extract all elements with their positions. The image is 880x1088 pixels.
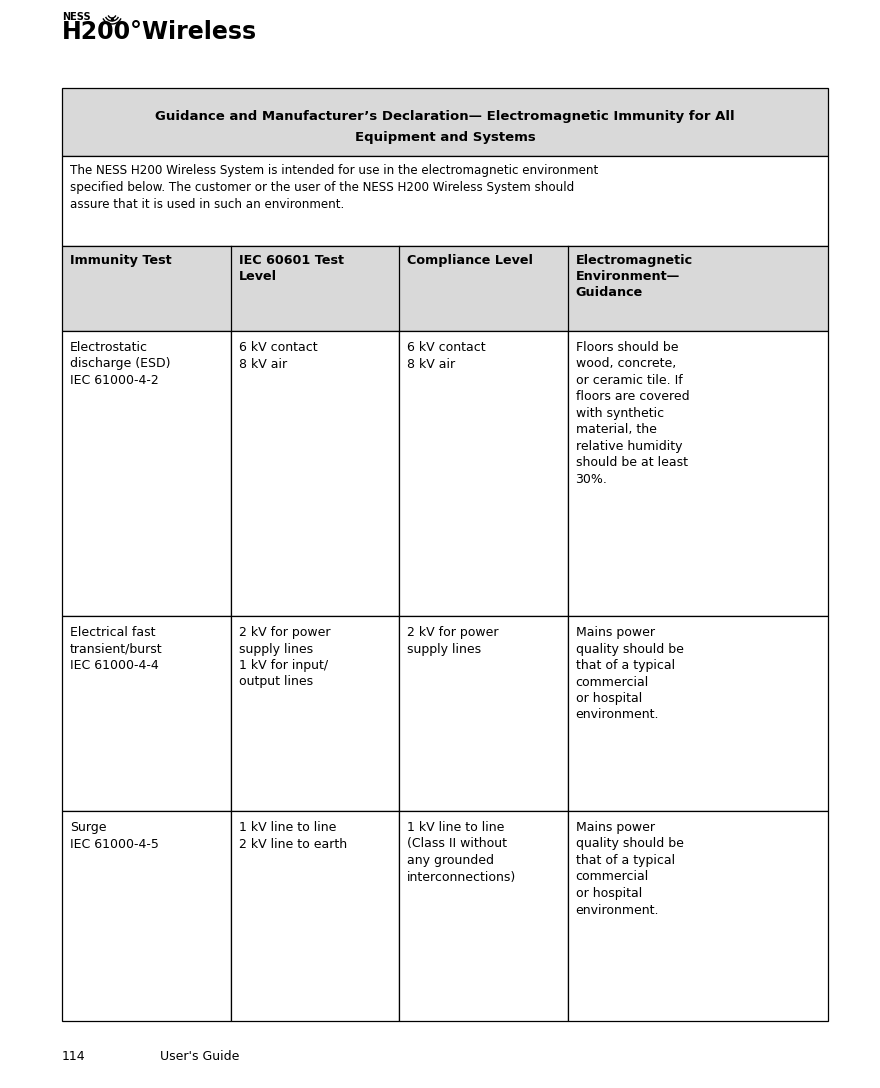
Text: 2 kV for power
supply lines: 2 kV for power supply lines — [407, 626, 499, 655]
Text: 6 kV contact
8 kV air: 6 kV contact 8 kV air — [238, 341, 317, 371]
Bar — [231, 811, 399, 1021]
Text: Electrical fast
transient/burst
IEC 61000-4-4: Electrical fast transient/burst IEC 6100… — [70, 626, 163, 672]
Text: 6 kV contact
8 kV air: 6 kV contact 8 kV air — [407, 341, 486, 371]
Text: IEC 60601 Test
Level: IEC 60601 Test Level — [238, 254, 343, 283]
Text: H200°Wireless: H200°Wireless — [62, 20, 257, 44]
Text: Electromagnetic
Environment—
Guidance: Electromagnetic Environment— Guidance — [576, 254, 693, 299]
Bar — [62, 331, 231, 616]
Bar — [62, 616, 231, 811]
Bar — [231, 331, 399, 616]
Text: 2 kV for power
supply lines
1 kV for input/
output lines: 2 kV for power supply lines 1 kV for inp… — [238, 626, 330, 689]
Text: 1 kV line to line
(Class II without
any grounded
interconnections): 1 kV line to line (Class II without any … — [407, 821, 517, 883]
Bar — [62, 246, 828, 331]
Text: Floors should be
wood, concrete,
or ceramic tile. If
floors are covered
with syn: Floors should be wood, concrete, or cera… — [576, 341, 689, 486]
Bar — [399, 331, 568, 616]
Text: Immunity Test: Immunity Test — [70, 254, 172, 267]
Bar — [399, 811, 568, 1021]
Text: 1 kV line to line
2 kV line to earth: 1 kV line to line 2 kV line to earth — [238, 821, 347, 851]
Text: Compliance Level: Compliance Level — [407, 254, 533, 267]
Text: NESS: NESS — [62, 12, 91, 22]
Text: User's Guide: User's Guide — [160, 1050, 239, 1063]
Text: Surge
IEC 61000-4-5: Surge IEC 61000-4-5 — [70, 821, 159, 851]
Bar — [231, 616, 399, 811]
Text: Electrostatic
discharge (ESD)
IEC 61000-4-2: Electrostatic discharge (ESD) IEC 61000-… — [70, 341, 171, 387]
Bar — [62, 88, 828, 156]
Bar — [568, 616, 828, 811]
Bar — [62, 811, 231, 1021]
Bar — [568, 331, 828, 616]
Text: Equipment and Systems: Equipment and Systems — [355, 131, 535, 144]
Text: 114: 114 — [62, 1050, 85, 1063]
Text: Mains power
quality should be
that of a typical
commercial
or hospital
environme: Mains power quality should be that of a … — [576, 626, 684, 721]
Text: Guidance and Manufacturer’s Declaration— Electromagnetic Immunity for All: Guidance and Manufacturer’s Declaration—… — [155, 110, 735, 123]
Bar — [62, 156, 828, 246]
Bar — [399, 616, 568, 811]
Text: The NESS H200 Wireless System is intended for use in the electromagnetic environ: The NESS H200 Wireless System is intende… — [70, 164, 598, 211]
Bar — [568, 811, 828, 1021]
Text: Mains power
quality should be
that of a typical
commercial
or hospital
environme: Mains power quality should be that of a … — [576, 821, 684, 916]
